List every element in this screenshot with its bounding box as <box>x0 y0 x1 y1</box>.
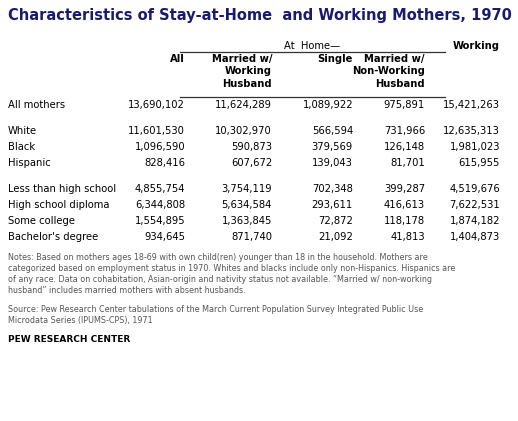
Text: Characteristics of Stay-at-Home  and Working Mothers, 1970: Characteristics of Stay-at-Home and Work… <box>8 8 512 23</box>
Text: 7,622,531: 7,622,531 <box>449 200 500 210</box>
Text: 590,873: 590,873 <box>231 142 272 152</box>
Text: Single: Single <box>318 54 353 64</box>
Text: 118,178: 118,178 <box>384 216 425 226</box>
Text: At  Home—: At Home— <box>284 41 340 51</box>
Text: 21,092: 21,092 <box>318 232 353 242</box>
Text: 1,554,895: 1,554,895 <box>134 216 185 226</box>
Text: 126,148: 126,148 <box>384 142 425 152</box>
Text: 72,872: 72,872 <box>318 216 353 226</box>
Text: 828,416: 828,416 <box>144 158 185 168</box>
Text: 607,672: 607,672 <box>231 158 272 168</box>
Text: 1,404,873: 1,404,873 <box>450 232 500 242</box>
Text: Working: Working <box>453 41 500 51</box>
Text: 10,302,970: 10,302,970 <box>215 126 272 136</box>
Text: 566,594: 566,594 <box>312 126 353 136</box>
Text: 871,740: 871,740 <box>231 232 272 242</box>
Text: Married w/
Non-Working
Husband: Married w/ Non-Working Husband <box>352 54 425 89</box>
Text: 1,874,182: 1,874,182 <box>450 216 500 226</box>
Text: 416,613: 416,613 <box>384 200 425 210</box>
Text: 139,043: 139,043 <box>312 158 353 168</box>
Text: Hispanic: Hispanic <box>8 158 51 168</box>
Text: 934,645: 934,645 <box>144 232 185 242</box>
Text: 12,635,313: 12,635,313 <box>443 126 500 136</box>
Text: Less than high school: Less than high school <box>8 184 116 194</box>
Text: White: White <box>8 126 37 136</box>
Text: 615,955: 615,955 <box>458 158 500 168</box>
Text: All mothers: All mothers <box>8 100 65 110</box>
Text: 1,363,845: 1,363,845 <box>222 216 272 226</box>
Text: Bachelor's degree: Bachelor's degree <box>8 232 98 242</box>
Text: 4,855,754: 4,855,754 <box>135 184 185 194</box>
Text: All: All <box>170 54 185 64</box>
Text: PEW RESEARCH CENTER: PEW RESEARCH CENTER <box>8 335 130 344</box>
Text: 379,569: 379,569 <box>312 142 353 152</box>
Text: 1,981,023: 1,981,023 <box>450 142 500 152</box>
Text: High school diploma: High school diploma <box>8 200 109 210</box>
Text: 13,690,102: 13,690,102 <box>128 100 185 110</box>
Text: 702,348: 702,348 <box>312 184 353 194</box>
Text: 6,344,808: 6,344,808 <box>135 200 185 210</box>
Text: 81,701: 81,701 <box>390 158 425 168</box>
Text: Source: Pew Research Center tabulations of the March Current Population Survey I: Source: Pew Research Center tabulations … <box>8 305 423 325</box>
Text: Some college: Some college <box>8 216 75 226</box>
Text: 5,634,584: 5,634,584 <box>222 200 272 210</box>
Text: Notes: Based on mothers ages 18-69 with own child(ren) younger than 18 in the ho: Notes: Based on mothers ages 18-69 with … <box>8 253 455 295</box>
Text: 1,096,590: 1,096,590 <box>134 142 185 152</box>
Text: 3,754,119: 3,754,119 <box>221 184 272 194</box>
Text: 975,891: 975,891 <box>384 100 425 110</box>
Text: 4,519,676: 4,519,676 <box>449 184 500 194</box>
Text: 11,624,289: 11,624,289 <box>215 100 272 110</box>
Text: 293,611: 293,611 <box>312 200 353 210</box>
Text: 11,601,530: 11,601,530 <box>128 126 185 136</box>
Text: Black: Black <box>8 142 35 152</box>
Text: Married w/
Working
Husband: Married w/ Working Husband <box>211 54 272 89</box>
Text: 731,966: 731,966 <box>384 126 425 136</box>
Text: 41,813: 41,813 <box>391 232 425 242</box>
Text: 399,287: 399,287 <box>384 184 425 194</box>
Text: 1,089,922: 1,089,922 <box>303 100 353 110</box>
Text: 15,421,263: 15,421,263 <box>443 100 500 110</box>
